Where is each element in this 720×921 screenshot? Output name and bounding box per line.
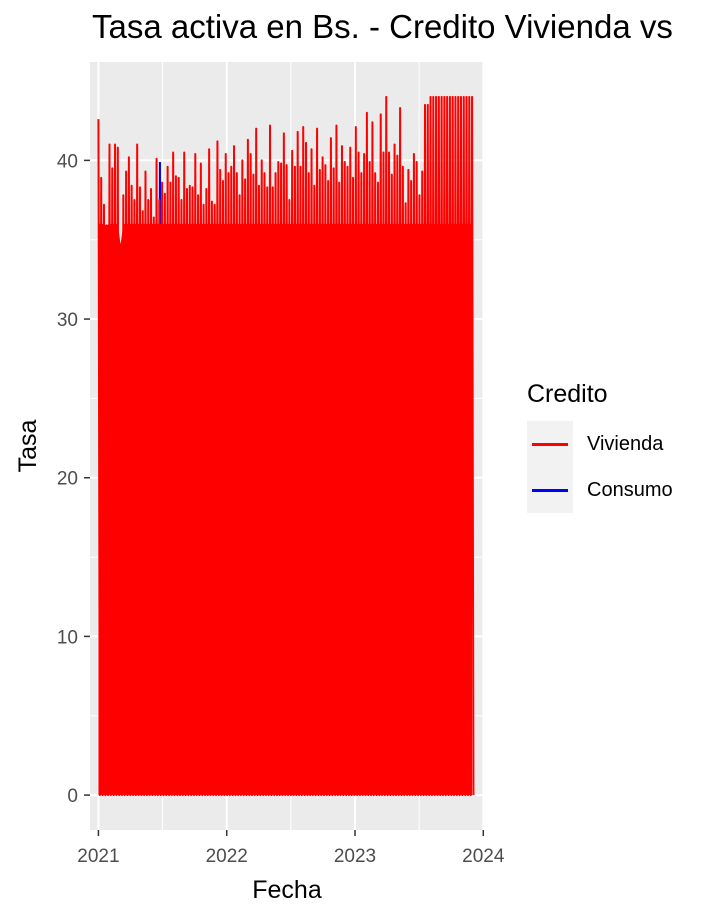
legend-key-vivienda — [527, 421, 573, 467]
legend-item-vivienda: Vivienda — [527, 421, 673, 467]
legend-label-consumo: Consumo — [587, 478, 673, 501]
y-tick-label: 30 — [57, 310, 78, 331]
y-axis-title: Tasa — [14, 420, 42, 473]
x-tick-label: 2022 — [206, 846, 248, 867]
legend-key-consumo — [527, 467, 573, 513]
axes: 0 10 20 30 40 2021 2022 2023 2024 — [57, 151, 505, 867]
y-tick-label: 0 — [67, 786, 78, 807]
x-tick-label: 2024 — [462, 846, 505, 867]
legend-item-consumo: Consumo — [527, 467, 673, 513]
x-tick-label: 2021 — [77, 846, 119, 867]
x-tick-label: 2023 — [334, 846, 376, 867]
legend-label-vivienda: Vivienda — [587, 432, 664, 455]
y-tick-label: 20 — [57, 469, 78, 490]
series-area-vivienda — [98, 223, 473, 796]
legend: Credito Vivienda Consumo — [527, 380, 673, 513]
x-axis-title: Fecha — [252, 876, 322, 904]
y-tick-label: 10 — [57, 627, 78, 648]
y-tick-label: 40 — [57, 151, 78, 172]
chart-title: Tasa activa en Bs. - Credito Vivienda vs — [92, 8, 673, 45]
legend-title: Credito — [527, 380, 608, 408]
series-vivienda — [97, 95, 475, 797]
